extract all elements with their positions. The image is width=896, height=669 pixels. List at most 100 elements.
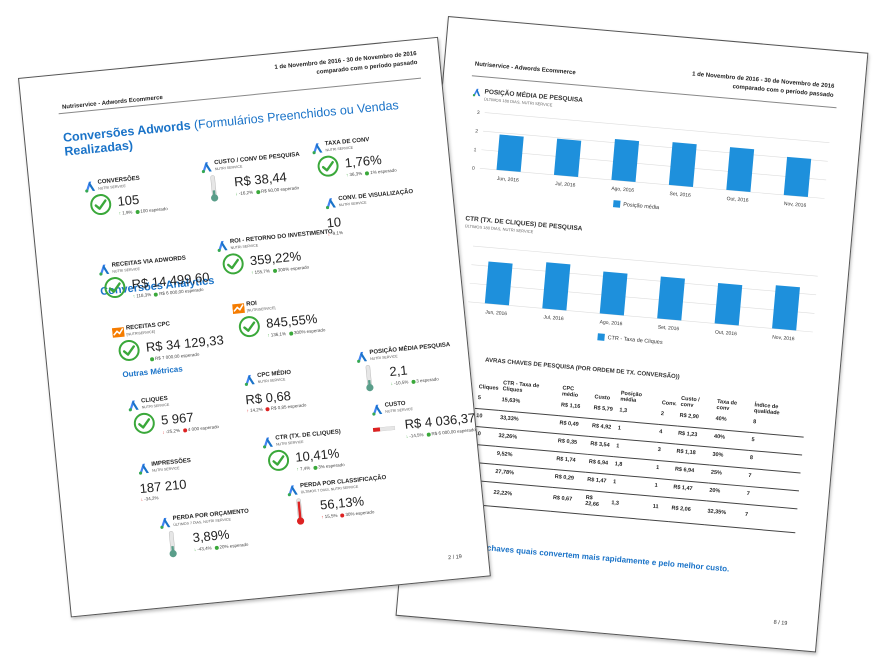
- expected-value: 20% esperado: [219, 541, 249, 550]
- adwords-logo-icon: [85, 181, 96, 193]
- change-value: -14,5%: [409, 432, 424, 439]
- x-tick-label: Set, 2016: [658, 324, 680, 332]
- expected-value: 3 esperado: [416, 376, 439, 384]
- change-value: -25,2%: [165, 427, 181, 435]
- thermometer-icon: [168, 530, 177, 558]
- status-dot: [340, 513, 345, 518]
- metric-conversoes: CONVERSÕES NUTRI SERVICE 105 ↑ 1,9% 100 espe…: [83, 169, 208, 240]
- bar-0: [496, 134, 524, 172]
- metric-value: 1,76%: [344, 151, 383, 171]
- legend-label: Posição média: [622, 201, 660, 211]
- metric-cliques: CLIQUES NUTRI SERVICE 5 967 ↓ -25,2% 4 000 e…: [127, 388, 252, 459]
- gridline: [468, 301, 813, 333]
- metric-value: 187 210: [138, 476, 188, 497]
- bar-5: [783, 156, 812, 198]
- expected-value: 1% esperado: [369, 167, 397, 176]
- x-tick-label: Ago, 2016: [611, 186, 634, 194]
- y-tick-label: 0: [472, 166, 476, 172]
- gridline: [473, 245, 818, 277]
- metric-name: ROI - RETORNO DO INVESTIMENTO: [229, 229, 333, 246]
- change-value: 118,3%: [136, 292, 152, 299]
- metric-receitas: RECEITAS VIA ADWORDS NUTRI SERVICE R$ 14 4…: [98, 252, 223, 323]
- change-value: 14,2%: [249, 406, 264, 413]
- gridline: [481, 149, 827, 181]
- table-cell: 32,35%: [704, 500, 744, 529]
- bar-3: [657, 276, 685, 321]
- metric-name: ROI: [245, 300, 258, 308]
- metric-name: RECEITAS VIA ADWORDS: [111, 255, 187, 269]
- check-circle-icon: [90, 194, 112, 216]
- table-cell: 1: [653, 460, 674, 480]
- adwords-logo-icon: [128, 400, 139, 412]
- x-tick-label: Jun, 2016: [485, 309, 508, 317]
- chart1-legend: Posição média: [612, 200, 660, 211]
- status-dot: [288, 331, 294, 336]
- expected-value: 300% esperado: [293, 327, 326, 336]
- metric-value: 3,89%: [191, 526, 231, 546]
- expected-value: 4 000 esperado: [187, 424, 220, 433]
- expected-value: 300% esperado: [277, 264, 310, 273]
- metric-roi-analytics: ROI [NUTRISERVICE] 845,55% ↑ 136,1% 300% esp…: [232, 291, 357, 362]
- x-tick-label: Ago, 2016: [599, 319, 622, 327]
- thermometer-icon: [296, 498, 305, 525]
- change-value: -10,5%: [393, 379, 409, 386]
- keywords-note: ras chaves quais convertem mais rapidame…: [471, 541, 730, 587]
- status-dot: [313, 465, 318, 470]
- metric-posicao-media: POSIÇÃO MÉDIA PESQUISA NUTRI SERVICE 2,1 ↓ …: [355, 340, 480, 411]
- table-cell: R$ 1,47: [584, 472, 612, 493]
- chart2-legend: CTR - Taxa de Cliques: [597, 333, 663, 346]
- check-circle-icon: [118, 339, 140, 361]
- table-cell: R$ 4,92: [589, 418, 617, 439]
- thermometer-icon: [210, 175, 219, 202]
- status-dot: [182, 428, 188, 433]
- metric-roi: ROI - RETORNO DO INVESTIMENTO NUTRI SERVI…: [216, 229, 341, 300]
- adwords-logo-icon: [357, 351, 368, 363]
- change-value: 15,5%: [324, 512, 338, 520]
- change-value: 1,9%: [121, 209, 133, 216]
- metric-value: 10,41%: [294, 445, 340, 465]
- gridline: [479, 168, 825, 199]
- check-circle-icon: [238, 316, 260, 338]
- metric-perda-classificacao: PERDA POR CLASSIFICAÇÃO ÚLTIMOS 7 DIAS, N…: [286, 473, 411, 544]
- table-cell: 22,22%: [490, 482, 552, 512]
- y-tick-label: 3: [477, 110, 481, 116]
- x-tick-label: Set, 2016: [669, 191, 691, 199]
- legend-label: CTR - Taxa de Cliques: [607, 334, 663, 346]
- change-value: -43,4%: [197, 545, 212, 552]
- metric-perda-orcamento: PERDA POR ORÇAMENTO ÚLTIMOS 7 DIAS, NUTRI…: [159, 506, 284, 577]
- adwords-logo-icon: [160, 517, 171, 529]
- table-cell: 3: [654, 442, 676, 462]
- status-dot: [365, 171, 370, 176]
- table-cell: 1,3: [608, 492, 652, 520]
- analytics-logo-icon: [111, 327, 125, 338]
- adwords-logo-icon: [263, 437, 273, 449]
- x-tick-label: Jul, 2016: [543, 314, 564, 322]
- status-dot: [255, 189, 261, 195]
- chart-posicao-media: 3 2 1 0 Jun, 2016 Jul, 2016 Ago, 2016 Set, 2016…: [467, 108, 834, 213]
- check-circle-icon: [104, 277, 126, 299]
- metrics-grid: CONVERSÕES NUTRI SERVICE 105 ↑ 1,9% 100 espe…: [19, 38, 476, 558]
- expected-value: R$ 50,00 esperado: [260, 185, 300, 194]
- bar-2: [599, 271, 628, 316]
- metric-conv-visualizacao: CONV. DE VISUALIZAÇÃO NUTRI SERVICE 10 ↓ -9…: [324, 186, 449, 257]
- bar-1: [542, 262, 571, 311]
- change-value: 155,7%: [254, 268, 271, 275]
- bar-0: [484, 261, 513, 306]
- metric-ctr: CTR (TX. DE CLIQUES) NUTRI SERVICE 10,41% ↑…: [261, 425, 386, 496]
- adwords-logo-icon: [217, 240, 228, 252]
- legend-swatch: [597, 333, 605, 341]
- table-cell: R$ 22,66: [582, 490, 611, 517]
- adwords-logo-icon: [138, 463, 149, 475]
- x-tick-label: Nov, 2016: [772, 334, 795, 342]
- metric-value: 56,13%: [319, 493, 365, 513]
- bar-4: [714, 282, 743, 326]
- page-header-left: Nutriservice - Adwords Ecommerce: [474, 61, 576, 77]
- metric-value: 2,1: [388, 362, 409, 380]
- x-tick-label: Nov, 2016: [784, 201, 807, 209]
- adwords-logo-icon: [472, 88, 481, 97]
- x-tick-label: Out, 2016: [726, 196, 749, 204]
- x-tick-label: Jul, 2016: [555, 181, 576, 189]
- metric-name: POSIÇÃO MÉDIA PESQUISA: [369, 342, 451, 356]
- legend-swatch: [612, 200, 621, 208]
- metric-value: 105: [116, 191, 140, 209]
